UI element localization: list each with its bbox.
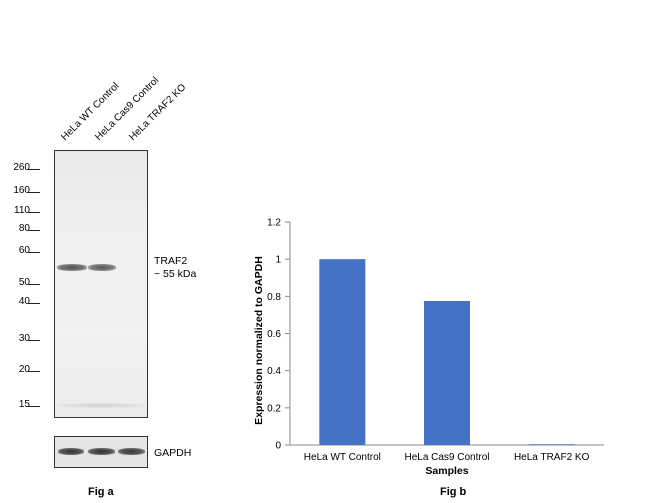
y-tick-label: 1.2 xyxy=(267,218,281,229)
chart-labels: 0 0.2 0.4 0.6 0.8 1 1.2 HeLa WT Control HeLa Cas… xyxy=(253,218,590,478)
bar xyxy=(528,444,575,446)
mw-tick xyxy=(28,340,40,341)
mw-tick xyxy=(28,406,40,407)
x-tick-label: HeLa WT Control xyxy=(304,452,381,463)
mw-tick xyxy=(28,169,40,170)
fig-b-caption: Fig b xyxy=(440,486,467,498)
mw-tick xyxy=(28,212,40,213)
traf2-band-wt xyxy=(57,264,87,271)
mw-marker-50: 50 xyxy=(18,277,30,288)
mw-marker-20: 20 xyxy=(18,364,30,375)
y-tick-label: 0.6 xyxy=(267,329,281,340)
chart-bars xyxy=(319,259,575,446)
y-tick-label: 1 xyxy=(275,255,281,266)
mw-tick xyxy=(28,252,40,253)
mw-tick xyxy=(28,192,40,193)
x-axis-title: Samples xyxy=(425,465,468,477)
y-tick-label: 0 xyxy=(275,441,281,452)
y-tick-label: 0.4 xyxy=(267,366,281,377)
faint-band xyxy=(57,403,145,408)
mw-marker-160: 160 xyxy=(13,185,30,196)
mw-marker-60: 60 xyxy=(18,245,30,256)
mw-tick xyxy=(28,230,40,231)
loading-control-label: GAPDH xyxy=(154,447,192,459)
bar xyxy=(319,259,366,445)
gapdh-band-wt xyxy=(58,448,84,455)
target-label: TRAF2 xyxy=(154,255,188,267)
x-tick-label: HeLa Cas9 Control xyxy=(404,452,489,463)
mw-marker-40: 40 xyxy=(18,296,30,307)
bar xyxy=(424,300,470,445)
mw-tick xyxy=(28,284,40,285)
mw-marker-260: 260 xyxy=(13,162,30,173)
gapdh-band-ko xyxy=(118,448,145,455)
gapdh-blot-image xyxy=(54,436,148,468)
fig-a-caption: Fig a xyxy=(88,486,114,498)
mw-tick xyxy=(28,303,40,304)
mw-marker-80: 80 xyxy=(18,223,30,234)
mw-marker-110: 110 xyxy=(14,205,30,216)
mw-marker-30: 30 xyxy=(18,333,30,344)
y-axis-title: Expression normalized to GAPDH xyxy=(253,256,265,425)
y-tick-label: 0.8 xyxy=(267,292,281,303)
traf2-band-cas9 xyxy=(88,264,116,271)
x-tick-label: HeLa TRAF2 KO xyxy=(514,452,590,463)
mw-tick xyxy=(28,371,40,372)
traf2-blot-image xyxy=(54,150,148,418)
y-tick-label: 0.2 xyxy=(267,403,281,414)
target-size-label: ~ 55 kDa xyxy=(154,268,197,280)
mw-marker-15: 15 xyxy=(18,399,30,410)
gapdh-band-cas9 xyxy=(88,448,115,455)
